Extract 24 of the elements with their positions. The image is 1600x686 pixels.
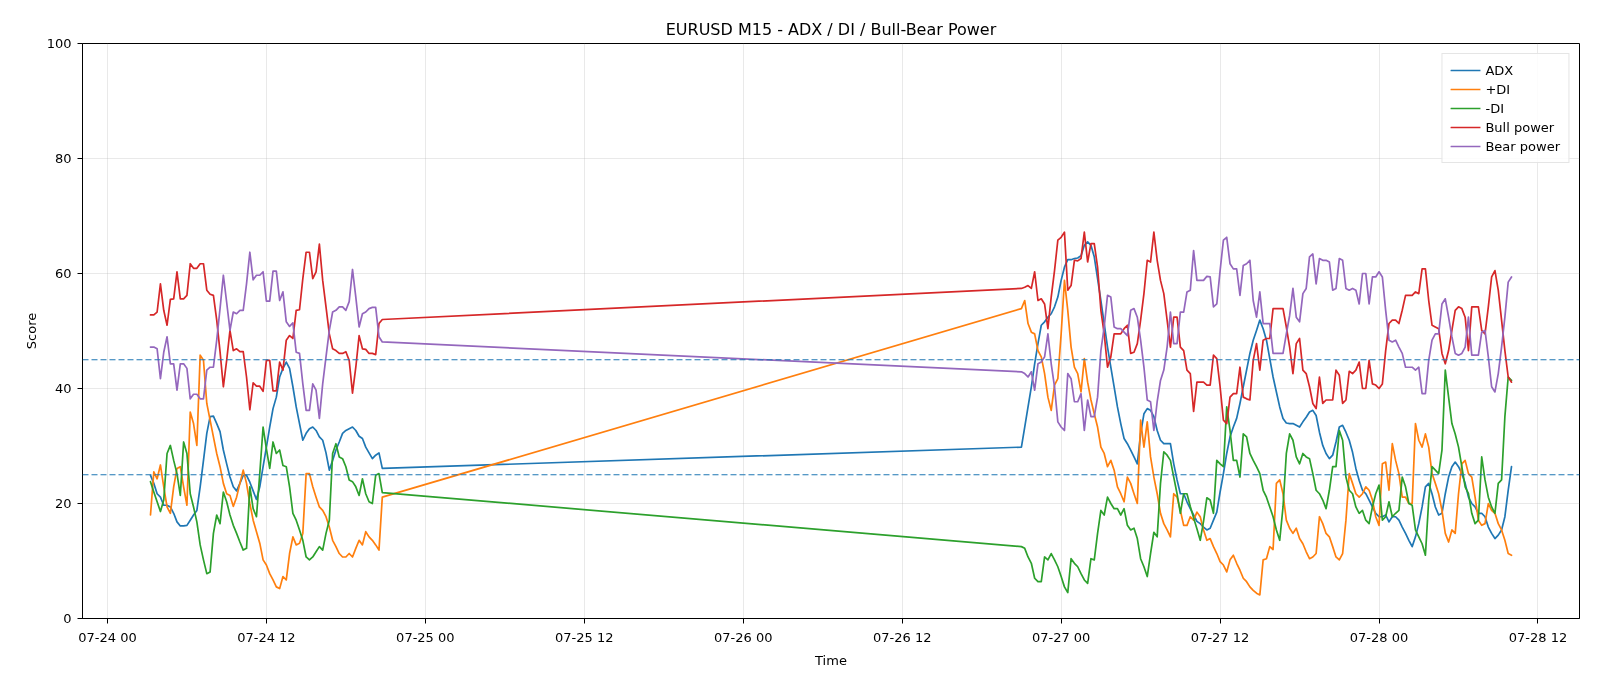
x-tick-label: 07-24 12 <box>237 629 296 645</box>
legend-label: Bear power <box>1485 138 1560 154</box>
x-tick-label: 07-26 12 <box>872 629 932 645</box>
x-axis-title: Time <box>814 652 847 668</box>
x-tick-label: 07-28 12 <box>1508 629 1568 645</box>
y-tick-label: 0 <box>63 611 72 626</box>
legend-label: -DI <box>1485 100 1505 116</box>
x-tick-label: 07-25 00 <box>396 629 455 645</box>
x-tick-label: 07-27 12 <box>1190 629 1250 645</box>
legend-label: Bull power <box>1485 119 1555 135</box>
y-axis-title: Score <box>23 312 39 350</box>
y-tick-label: 40 <box>54 381 72 396</box>
legend-label: +DI <box>1485 81 1511 97</box>
legend-label: ADX <box>1485 62 1514 78</box>
y-tick-label: 80 <box>54 151 72 166</box>
y-tick-label: 60 <box>54 266 72 281</box>
y-tick-label: 100 <box>46 36 72 51</box>
x-tick-label: 07-28 00 <box>1349 629 1409 645</box>
y-tick-label: 20 <box>54 496 72 511</box>
x-tick-label: 07-26 00 <box>714 629 773 645</box>
x-tick-label: 07-24 00 <box>78 629 137 645</box>
chart-title: EURUSD M15 - ADX / DI / Bull-Bear Power <box>665 19 997 39</box>
x-tick-label: 07-27 00 <box>1031 629 1091 645</box>
x-tick-label: 07-25 12 <box>555 629 614 645</box>
